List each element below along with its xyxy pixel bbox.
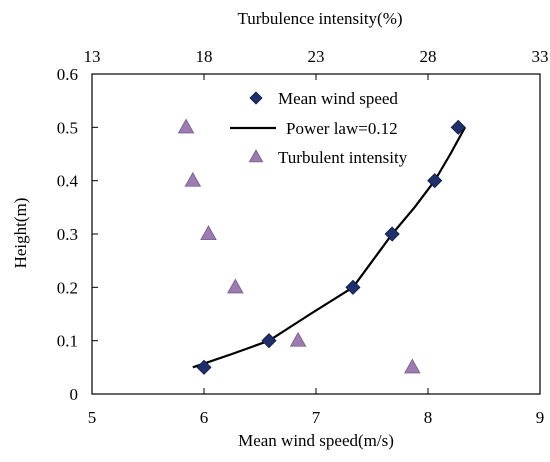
x-tick-label: 5 <box>88 408 97 427</box>
y-tick-label: 0.2 <box>57 278 78 297</box>
legend: Mean wind speed Power law=0.12 Turbulent i… <box>230 89 408 167</box>
x-tick-label: 6 <box>200 408 209 427</box>
wind-speed-point <box>384 226 400 242</box>
legend-triangle-icon <box>248 149 264 163</box>
y-tick-label: 0.1 <box>57 332 78 351</box>
y-tick-label: 0.3 <box>57 225 78 244</box>
turbulence-point <box>184 171 202 187</box>
turbulence-point <box>177 118 195 134</box>
wind-speed-point <box>450 119 466 135</box>
x2-tick-label: 18 <box>196 47 213 66</box>
x2-tick-label: 28 <box>420 47 437 66</box>
marks <box>177 118 466 375</box>
turbulence-point <box>200 225 217 241</box>
wind-speed-point <box>345 279 361 295</box>
top-axis-title: Turbulence intensity(%) <box>237 9 402 28</box>
y-axis-title: Height(m) <box>11 198 30 269</box>
x2-tick-label: 33 <box>532 47 549 66</box>
y-tick-label: 0.6 <box>57 65 78 84</box>
x2-tick-label: 23 <box>308 47 325 66</box>
wind-speed-point <box>427 173 443 189</box>
bottom-axis-title: Mean wind speed(m/s) <box>238 431 394 450</box>
y-tick-label: 0 <box>70 385 79 404</box>
y-tick-label: 0.4 <box>57 172 79 191</box>
y-tick-label: 0.5 <box>57 118 78 137</box>
ticks: 0 0.1 0.2 0.3 0.4 0.5 0.6 5 6 7 8 9 13 18 23 28 33 <box>57 47 549 427</box>
legend-label: Mean wind speed <box>278 89 398 108</box>
x-tick-label: 8 <box>424 408 433 427</box>
turbulence-point <box>289 331 307 347</box>
legend-label: Turbulent intensity <box>278 148 408 167</box>
wind-speed-point <box>261 333 277 349</box>
x2-tick-label: 13 <box>84 47 101 66</box>
turbulence-point <box>227 278 244 294</box>
wind-speed-point <box>196 359 212 375</box>
legend-label: Power law=0.12 <box>286 119 398 138</box>
turbulence-point <box>404 358 421 374</box>
legend-diamond-icon <box>249 91 263 105</box>
x-tick-label: 7 <box>312 408 321 427</box>
x-tick-label: 9 <box>536 408 545 427</box>
